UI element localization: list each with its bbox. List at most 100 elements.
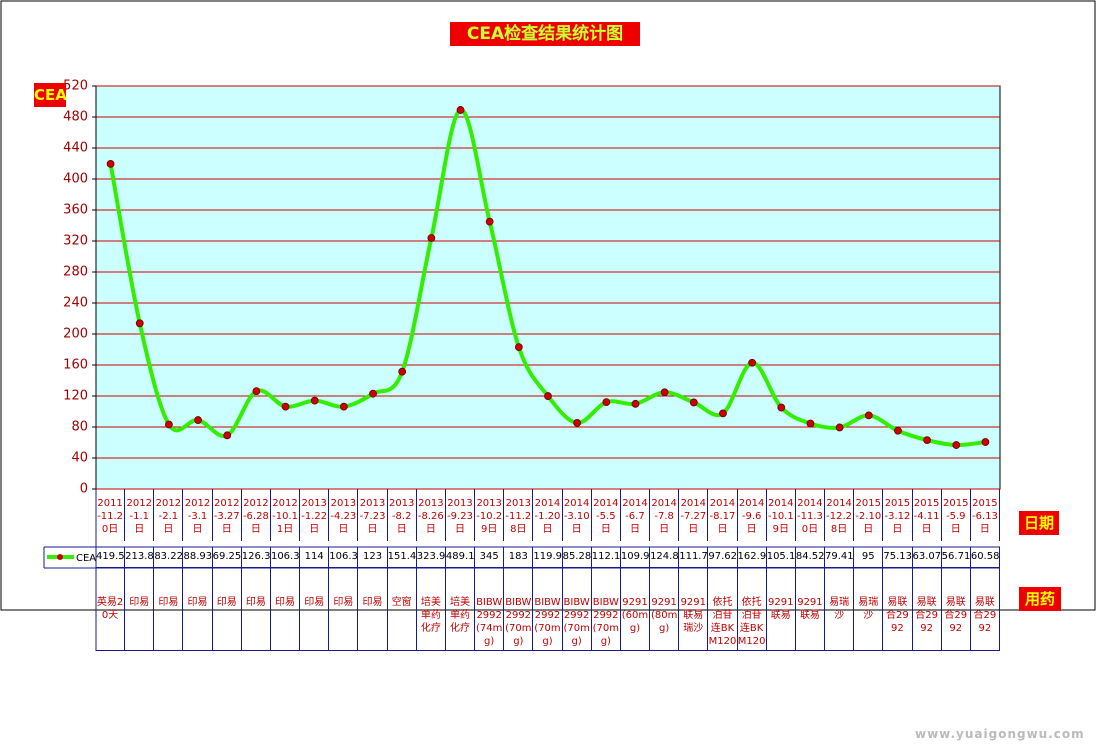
value-cell: 97.62 (708, 547, 738, 568)
value-cell: 69.25 (212, 547, 242, 568)
y-tick-label: 200 (63, 327, 88, 342)
x-axis-label: 日期 (1019, 511, 1059, 535)
x-tick-label: 2011-11.20日 (96, 489, 126, 541)
medication-cell: 易联合2992 (883, 568, 913, 651)
y-tick-label: 80 (71, 420, 88, 435)
point-marker (544, 392, 552, 400)
medication-cell: 培美单药化疗 (445, 568, 476, 651)
point-marker (631, 399, 640, 408)
x-tick-label: 2014-7.27日 (679, 489, 709, 541)
y-tick-label: 440 (63, 141, 88, 156)
point-marker (135, 319, 144, 328)
value-cell: 183 (504, 547, 534, 568)
value-cell: 60.58 (970, 547, 1000, 568)
y-axis-label: CEA (34, 83, 67, 107)
medication-cell: BIBW2992 (70mg) (591, 568, 621, 651)
x-tick-label: 2013-8.2日 (388, 489, 417, 541)
medication-cell: 空窗 (387, 568, 417, 651)
point-marker (485, 217, 494, 226)
x-tick-label: 2012-1.1日 (125, 489, 155, 541)
value-cell: 105.1 (766, 547, 796, 568)
value-cell: 124.8 (650, 547, 680, 568)
medication-cell: 印易 (154, 568, 184, 651)
value-cell: 419.5 (96, 547, 126, 568)
y-tick-label: 40 (71, 451, 88, 466)
value-cell: 88.93 (183, 547, 213, 568)
x-tick-label: 2015-5.9日 (942, 489, 971, 541)
watermark: www.yuaigongwu.com (915, 727, 1085, 741)
point-marker (602, 398, 611, 407)
point-marker (339, 402, 348, 411)
medication-cell: 印易 (212, 568, 242, 651)
x-tick-label: 2014-6.7日 (621, 489, 651, 541)
x-tick-label: 2015-6.13日 (971, 489, 1000, 541)
value-cell: 106.3 (270, 547, 301, 568)
medication-cell: 印易 (358, 568, 388, 651)
medication-cell: 印易 (329, 568, 359, 651)
point-marker (427, 234, 436, 242)
medication-cell: 易瑞沙 (825, 568, 855, 651)
medication-cell: BIBW2992 (70mg) (533, 568, 563, 651)
medication-cell: 印易 (125, 568, 155, 651)
x-tick-label: 2014-8.17日 (708, 489, 738, 541)
medication-cell: 印易 (300, 568, 330, 651)
x-tick-label: 2013-4.23日 (329, 489, 359, 541)
x-tick-label: 2012-3.27日 (213, 489, 242, 541)
medication-cell: 依托泊苷连BKM120 (708, 568, 738, 651)
point-marker (923, 436, 931, 445)
point-marker (952, 441, 961, 449)
medication-cell: 9291联易瑞沙 (679, 568, 709, 651)
medication-cell: 9291 (80mg) (650, 568, 680, 651)
value-cell: 111.7 (679, 547, 709, 568)
value-cell: 123 (358, 547, 388, 568)
y-tick-label: 120 (63, 389, 88, 404)
x-tick-label: 2013-9.23日 (446, 489, 476, 541)
medication-cell: 易联合2992 (941, 568, 971, 651)
medication-cell: 9291联易 (795, 568, 826, 651)
point-marker (806, 419, 815, 428)
point-marker (223, 431, 232, 440)
x-tick-label: 2015-2.10日 (854, 489, 884, 541)
y-tick-label: 480 (63, 110, 88, 125)
point-marker (777, 403, 786, 412)
value-cell: 345 (475, 547, 505, 568)
medication-cell: 易联合2992 (912, 568, 942, 651)
medication-cell: 依托泊苷连BKM120 (737, 568, 767, 651)
medication-cell: 英易20天 (96, 568, 126, 651)
medication-cell: 培美单药化疗 (416, 568, 446, 651)
legend-label: CEA (76, 553, 96, 564)
medication-cell: 印易 (183, 568, 213, 651)
value-cell: 213.8 (125, 547, 155, 568)
x-tick-label: 2014-1.20日 (533, 489, 563, 541)
point-marker (719, 409, 727, 418)
series-line (108, 108, 986, 448)
medication-cell: 9291 (60mg) (620, 568, 651, 651)
medication-cell: 印易 (270, 568, 301, 651)
x-tick-label: 2012-6.28日 (242, 489, 271, 541)
point-marker (981, 438, 990, 446)
x-tick-label: 2013-10.29日 (475, 489, 505, 541)
value-cell: 84.52 (795, 547, 826, 568)
value-cell: 83.22 (154, 547, 184, 568)
point-marker (573, 419, 582, 427)
value-cell: 106.3 (329, 547, 359, 568)
x-tick-label: 2014-3.10日 (563, 489, 592, 541)
x-tick-label: 2012-2.1日 (154, 489, 184, 541)
x-tick-label: 2013-7.23日 (358, 489, 388, 541)
y-tick-label: 0 (80, 482, 88, 497)
point-marker (398, 367, 407, 376)
x-tick-label: 2013-11.28日 (504, 489, 534, 541)
x-tick-label: 2015-4.11日 (913, 489, 942, 541)
point-marker (165, 420, 173, 429)
medication-cell: 易联合2992 (970, 568, 1000, 651)
point-marker (456, 106, 465, 114)
value-cell: 63.07 (912, 547, 942, 568)
x-tick-label: 2013-8.26日 (417, 489, 446, 541)
point-marker (106, 159, 115, 168)
y-tick-label: 520 (63, 79, 88, 94)
value-cell: 114 (300, 547, 330, 568)
x-tick-label: 2014-12.28日 (825, 489, 855, 541)
value-cell: 119.9 (533, 547, 563, 568)
value-cell: 79.41 (825, 547, 855, 568)
x-tick-label: 2014-9.6日 (738, 489, 767, 541)
